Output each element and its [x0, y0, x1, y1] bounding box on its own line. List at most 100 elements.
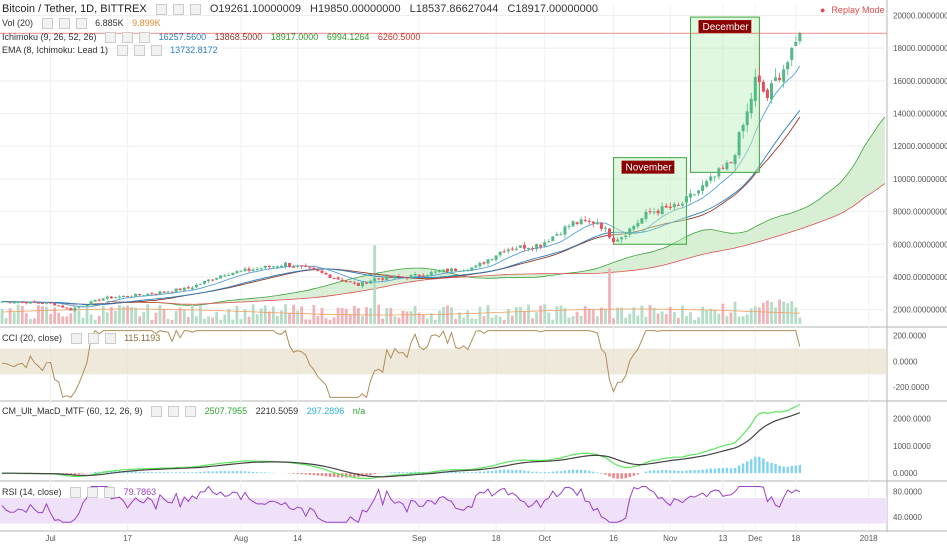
macd-histogram-bar — [486, 471, 490, 474]
ichimoku-conversion: 16257.5600 — [158, 32, 207, 42]
time-tick-label: Aug — [234, 534, 248, 543]
settings-icon[interactable] — [87, 333, 99, 345]
macd-histogram-bar — [162, 472, 166, 474]
eye-icon[interactable] — [105, 32, 117, 44]
eye-icon[interactable] — [155, 3, 167, 15]
close-icon[interactable] — [189, 3, 201, 15]
volume-bar — [591, 309, 595, 324]
candle-body — [385, 276, 389, 281]
macd-histogram-bar — [592, 471, 595, 474]
eye-icon[interactable] — [151, 406, 163, 418]
close-icon[interactable] — [104, 487, 116, 499]
candle-body — [194, 284, 198, 288]
volume-bar — [770, 302, 773, 324]
candle-body — [608, 228, 611, 238]
eye-icon[interactable] — [70, 487, 82, 499]
settings-icon[interactable] — [87, 487, 99, 499]
candle-body — [223, 275, 227, 277]
macd-histogram-bar — [677, 470, 680, 474]
eye-icon[interactable] — [116, 45, 128, 57]
ichimoku-label[interactable]: Ichimoku (9, 26, 52, 26) — [2, 32, 97, 42]
macd-histogram-bar — [328, 473, 332, 477]
candle-body — [316, 269, 320, 272]
volume-bar — [178, 307, 182, 324]
candle-body — [462, 270, 466, 272]
candle-body — [344, 281, 348, 283]
volume-bar — [122, 306, 125, 324]
lead1-line — [107, 116, 886, 307]
macd-histogram-bar — [207, 471, 210, 474]
volume-bar — [284, 304, 287, 324]
lead2-line — [107, 183, 886, 305]
candle-body — [81, 306, 85, 308]
cci-tick-label: 0.0000 — [893, 357, 918, 366]
close-icon[interactable] — [185, 406, 197, 418]
macd-histogram-bar — [648, 470, 652, 474]
macd-histogram-bar — [616, 473, 619, 479]
candle-body — [162, 291, 166, 293]
macd-histogram-bar — [523, 470, 526, 474]
ema-label[interactable]: EMA (8, Ichimoku: Lead 1) — [2, 45, 109, 55]
volume-bar — [304, 319, 308, 324]
volume-bar — [105, 312, 109, 324]
volume-bar — [628, 313, 632, 324]
symbol-title[interactable]: Bitcoin / Tether, 1D, BITTREX — [2, 3, 147, 15]
eye-icon[interactable] — [70, 333, 82, 345]
macd-histogram-bar — [146, 472, 149, 474]
candle-body — [599, 222, 603, 229]
cci-label[interactable]: CCI (20, close) — [2, 333, 63, 343]
volume-bar — [247, 316, 251, 324]
time-tick-label: Jul — [45, 534, 55, 543]
candle-body — [8, 301, 12, 303]
candle-body — [721, 167, 725, 169]
candle-body — [616, 239, 620, 242]
candle-body — [676, 204, 680, 206]
replay-mode[interactable]: ● Replay Mode — [820, 4, 890, 16]
candle-body — [101, 298, 105, 301]
settings-icon[interactable] — [58, 18, 70, 30]
candle-body — [247, 268, 251, 271]
rsi-line — [1, 485, 800, 524]
candle-body — [450, 268, 454, 272]
macd-histogram-bar — [604, 473, 607, 475]
time-tick-label: Oct — [538, 534, 551, 543]
volume-bar — [57, 312, 61, 324]
settings-icon[interactable] — [168, 406, 180, 418]
vol-label[interactable]: Vol (20) — [2, 18, 34, 28]
volume-bar — [466, 310, 470, 324]
close-icon[interactable] — [104, 333, 116, 345]
candle-body — [749, 98, 753, 114]
settings-icon[interactable] — [122, 32, 134, 44]
settings-icon[interactable] — [133, 45, 145, 57]
volume-bar — [717, 313, 721, 324]
close-icon[interactable] — [150, 45, 162, 57]
macd-histogram-bar — [65, 473, 68, 475]
candle-body — [514, 248, 518, 250]
volume-bar — [251, 304, 255, 324]
candle-body — [587, 220, 591, 222]
volume-bar — [49, 313, 52, 324]
macd-histogram-bar — [397, 472, 401, 474]
candle-body — [506, 249, 510, 252]
candle-body — [243, 268, 247, 271]
macd-histogram-bar — [454, 471, 457, 474]
volume-bar — [672, 311, 676, 324]
candle-body — [73, 308, 77, 311]
close-icon[interactable] — [75, 18, 87, 30]
volume-bar — [357, 308, 360, 324]
macd-histogram-bar — [166, 472, 170, 474]
macd-label[interactable]: CM_Ult_MacD_MTF (60, 12, 26, 9) — [2, 406, 143, 416]
settings-icon[interactable] — [172, 3, 184, 15]
time-tick-label: 13 — [718, 534, 727, 543]
candle-body — [786, 62, 790, 70]
volume-bar — [340, 307, 344, 324]
macd-histogram-bar — [669, 470, 672, 474]
rsi-label[interactable]: RSI (14, close) — [2, 487, 62, 497]
candle-body — [134, 293, 138, 297]
macd-histogram-bar — [227, 471, 230, 474]
volume-bar — [61, 316, 65, 324]
close-icon[interactable] — [139, 32, 151, 44]
candle-body — [300, 265, 304, 267]
eye-icon[interactable] — [41, 18, 53, 30]
